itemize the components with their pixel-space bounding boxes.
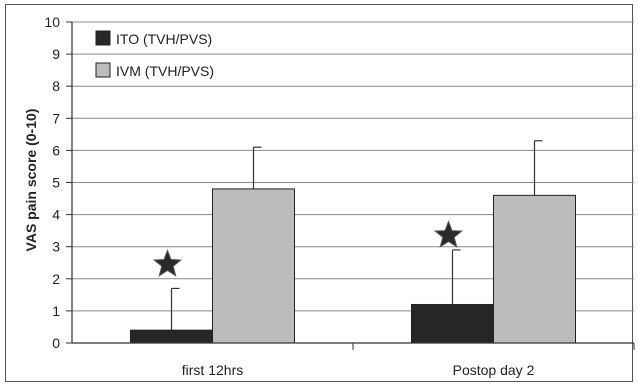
y-tick-labels: 0 1 2 3 4 5 6 7 8 9 10 — [44, 14, 72, 351]
x-category-label-0: first 12hrs — [182, 362, 243, 378]
significance-star-icon-1 — [433, 220, 464, 248]
y-tick-label-0: 0 — [52, 335, 60, 351]
bar-1-1 — [493, 194, 576, 344]
legend: ITO (TVH/PVS) IVM (TVH/PVS) — [95, 30, 214, 79]
y-tick-label-9: 9 — [52, 46, 60, 62]
y-tick-label-7: 7 — [52, 110, 60, 126]
y-tick-label-3: 3 — [52, 239, 60, 255]
y-axis-label: VAS pain score (0-10) — [23, 109, 39, 252]
significance-star-icon-0 — [152, 249, 183, 277]
legend-swatch-1 — [95, 62, 111, 78]
legend-swatch-0 — [95, 30, 111, 46]
bar-1-0 — [212, 188, 295, 344]
y-tick-label-8: 8 — [52, 78, 60, 94]
y-tick-label-2: 2 — [52, 271, 60, 287]
significance-markers — [152, 220, 464, 277]
x-category-labels: first 12hrs Postop day 2 — [182, 362, 535, 378]
bars — [130, 140, 576, 344]
bar-0-0 — [130, 329, 213, 344]
y-tick-label-5: 5 — [52, 175, 60, 191]
legend-label-1: IVM (TVH/PVS) — [116, 63, 214, 79]
y-tick-label-4: 4 — [52, 207, 60, 223]
x-category-label-1: Postop day 2 — [453, 362, 535, 378]
y-tick-label-10: 10 — [44, 14, 60, 30]
y-tick-label-6: 6 — [52, 142, 60, 158]
legend-label-0: ITO (TVH/PVS) — [116, 31, 212, 47]
bar-0-1 — [411, 303, 494, 344]
y-tick-label-1: 1 — [52, 303, 60, 319]
